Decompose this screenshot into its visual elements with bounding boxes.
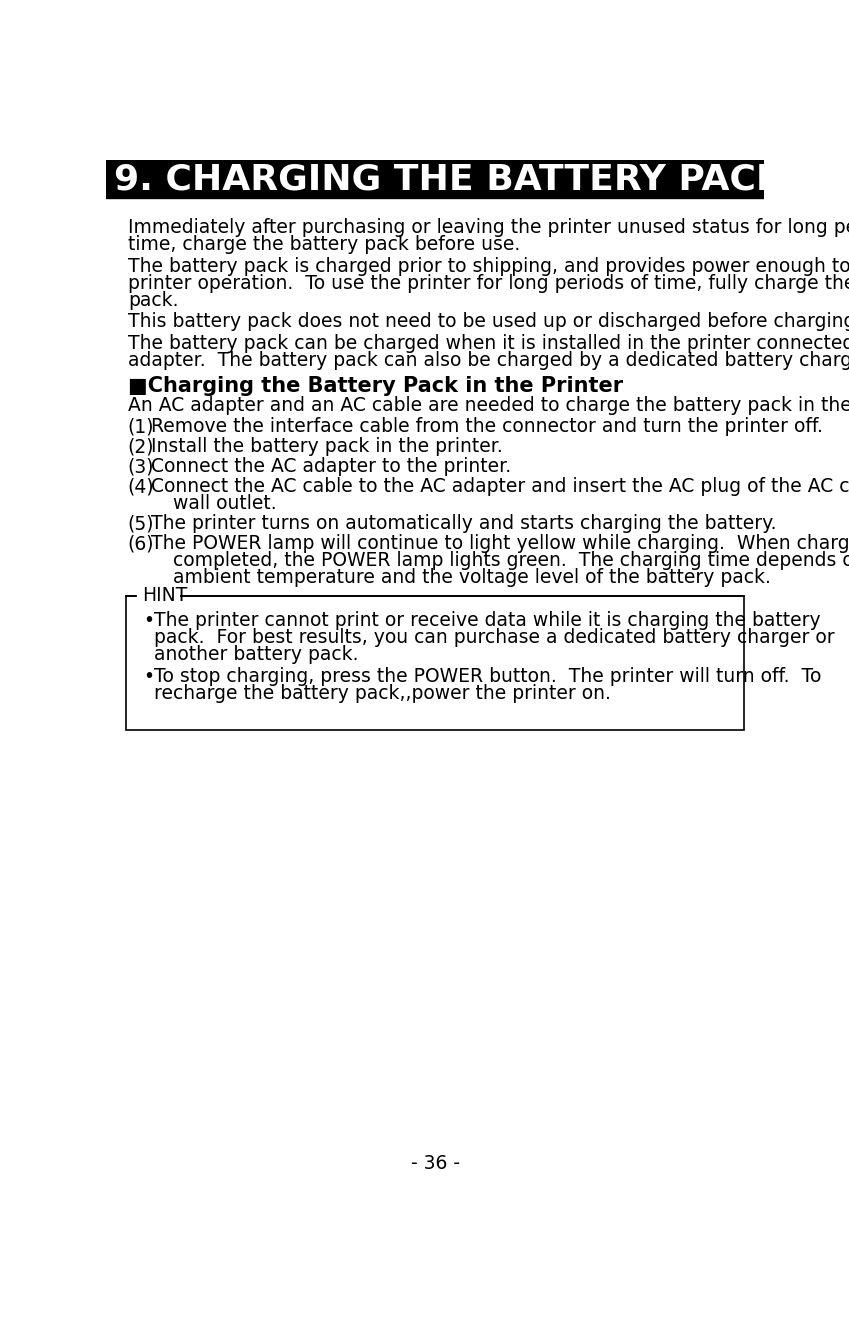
Text: (4): (4) bbox=[128, 477, 155, 496]
Text: wall outlet.: wall outlet. bbox=[173, 495, 277, 513]
Text: To stop charging, press the POWER button.  The printer will turn off.  To: To stop charging, press the POWER button… bbox=[155, 666, 822, 685]
Text: recharge the battery pack,,power the printer on.: recharge the battery pack,,power the pri… bbox=[155, 684, 611, 702]
Text: ambient temperature and the voltage level of the battery pack.: ambient temperature and the voltage leve… bbox=[173, 568, 771, 587]
Text: •: • bbox=[143, 666, 155, 685]
Text: Install the battery pack in the printer.: Install the battery pack in the printer. bbox=[151, 437, 503, 456]
Text: HINT: HINT bbox=[142, 587, 187, 605]
Text: (1): (1) bbox=[128, 417, 155, 436]
Text: - 36 -: - 36 - bbox=[411, 1153, 459, 1173]
Text: (3): (3) bbox=[128, 457, 155, 476]
Text: ■Charging the Battery Pack in the Printer: ■Charging the Battery Pack in the Printe… bbox=[128, 376, 623, 396]
Text: printer operation.  To use the printer for long periods of time, fully charge th: printer operation. To use the printer fo… bbox=[128, 273, 849, 293]
Text: 9. CHARGING THE BATTERY PACK: 9. CHARGING THE BATTERY PACK bbox=[114, 163, 784, 196]
Text: An AC adapter and an AC cable are needed to charge the battery pack in the print: An AC adapter and an AC cable are needed… bbox=[128, 396, 849, 415]
Bar bbox=[138, 589, 179, 603]
Text: (5): (5) bbox=[128, 515, 155, 533]
Text: The printer cannot print or receive data while it is charging the battery: The printer cannot print or receive data… bbox=[155, 611, 821, 631]
Text: another battery pack.: another battery pack. bbox=[155, 645, 358, 664]
Text: The battery pack can be charged when it is installed in the printer connected wi: The battery pack can be charged when it … bbox=[128, 335, 849, 353]
Bar bbox=[127, 596, 744, 729]
Text: time, charge the battery pack before use.: time, charge the battery pack before use… bbox=[128, 236, 520, 255]
Text: pack.: pack. bbox=[128, 291, 178, 309]
Text: The POWER lamp will continue to light yellow while charging.  When charging is: The POWER lamp will continue to light ye… bbox=[151, 535, 849, 553]
Text: The battery pack is charged prior to shipping, and provides power enough to chec: The battery pack is charged prior to shi… bbox=[128, 257, 849, 276]
Text: Remove the interface cable from the connector and turn the printer off.: Remove the interface cable from the conn… bbox=[151, 417, 823, 436]
Text: (2): (2) bbox=[128, 437, 155, 456]
Text: adapter.  The battery pack can also be charged by a dedicated battery charger.: adapter. The battery pack can also be ch… bbox=[128, 351, 849, 371]
Text: pack.  For best results, you can purchase a dedicated battery charger or: pack. For best results, you can purchase… bbox=[155, 628, 835, 647]
Bar bbox=[106, 160, 764, 199]
Text: Connect the AC adapter to the printer.: Connect the AC adapter to the printer. bbox=[151, 457, 511, 476]
Text: Connect the AC cable to the AC adapter and insert the AC plug of the AC cable in: Connect the AC cable to the AC adapter a… bbox=[151, 477, 849, 496]
Text: completed, the POWER lamp lights green.  The charging time depends on the: completed, the POWER lamp lights green. … bbox=[173, 551, 849, 571]
Text: •: • bbox=[143, 611, 155, 631]
Text: Immediately after purchasing or leaving the printer unused status for long perio: Immediately after purchasing or leaving … bbox=[128, 219, 849, 237]
Text: The printer turns on automatically and starts charging the battery.: The printer turns on automatically and s… bbox=[151, 515, 777, 533]
Text: This battery pack does not need to be used up or discharged before charging.: This battery pack does not need to be us… bbox=[128, 312, 849, 332]
Text: (6): (6) bbox=[128, 535, 155, 553]
